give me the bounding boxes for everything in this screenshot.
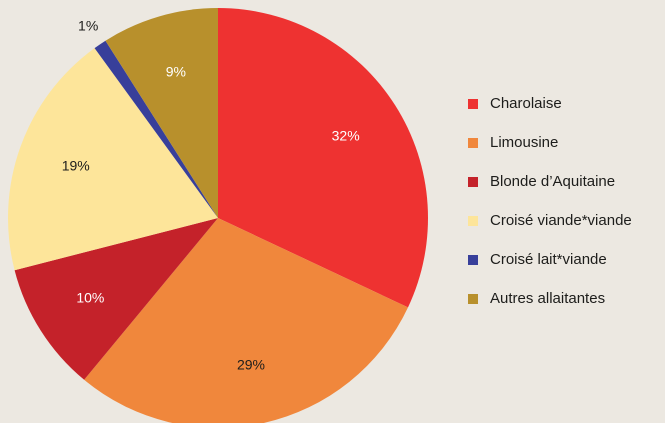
legend-label: Croisé viande*viande bbox=[490, 212, 632, 229]
pie-slice bbox=[105, 8, 218, 218]
legend-swatch bbox=[468, 138, 478, 148]
pie-slice bbox=[84, 218, 409, 423]
legend-swatch bbox=[468, 177, 478, 187]
legend-swatch bbox=[468, 99, 478, 109]
legend-label: Charolaise bbox=[490, 95, 562, 112]
pie: 32% 29% 10% 19% 1% 9% bbox=[7, 8, 429, 423]
legend-swatch bbox=[468, 294, 478, 304]
slice-label: 1% bbox=[78, 18, 98, 34]
slice-label: 32% bbox=[332, 128, 360, 144]
legend-swatch bbox=[468, 255, 478, 265]
slice-label: 19% bbox=[62, 157, 90, 173]
legend-label: Limousine bbox=[490, 134, 558, 151]
slice-label: 9% bbox=[166, 64, 186, 80]
slice-label: 29% bbox=[237, 356, 265, 372]
pie-slice bbox=[218, 8, 429, 308]
pie-slice bbox=[14, 218, 219, 380]
legend-label: Blonde d’Aquitaine bbox=[490, 173, 615, 190]
slice-label: 10% bbox=[76, 290, 104, 306]
pie-slice bbox=[94, 40, 218, 219]
legend-label: Autres allaitantes bbox=[490, 290, 605, 307]
legend-label: Croisé lait*viande bbox=[490, 251, 607, 268]
legend-swatch bbox=[468, 216, 478, 226]
legend: Charolaise Limousine Blonde d’Aquitaine Cro… bbox=[468, 95, 632, 307]
pie-slice bbox=[7, 48, 218, 271]
